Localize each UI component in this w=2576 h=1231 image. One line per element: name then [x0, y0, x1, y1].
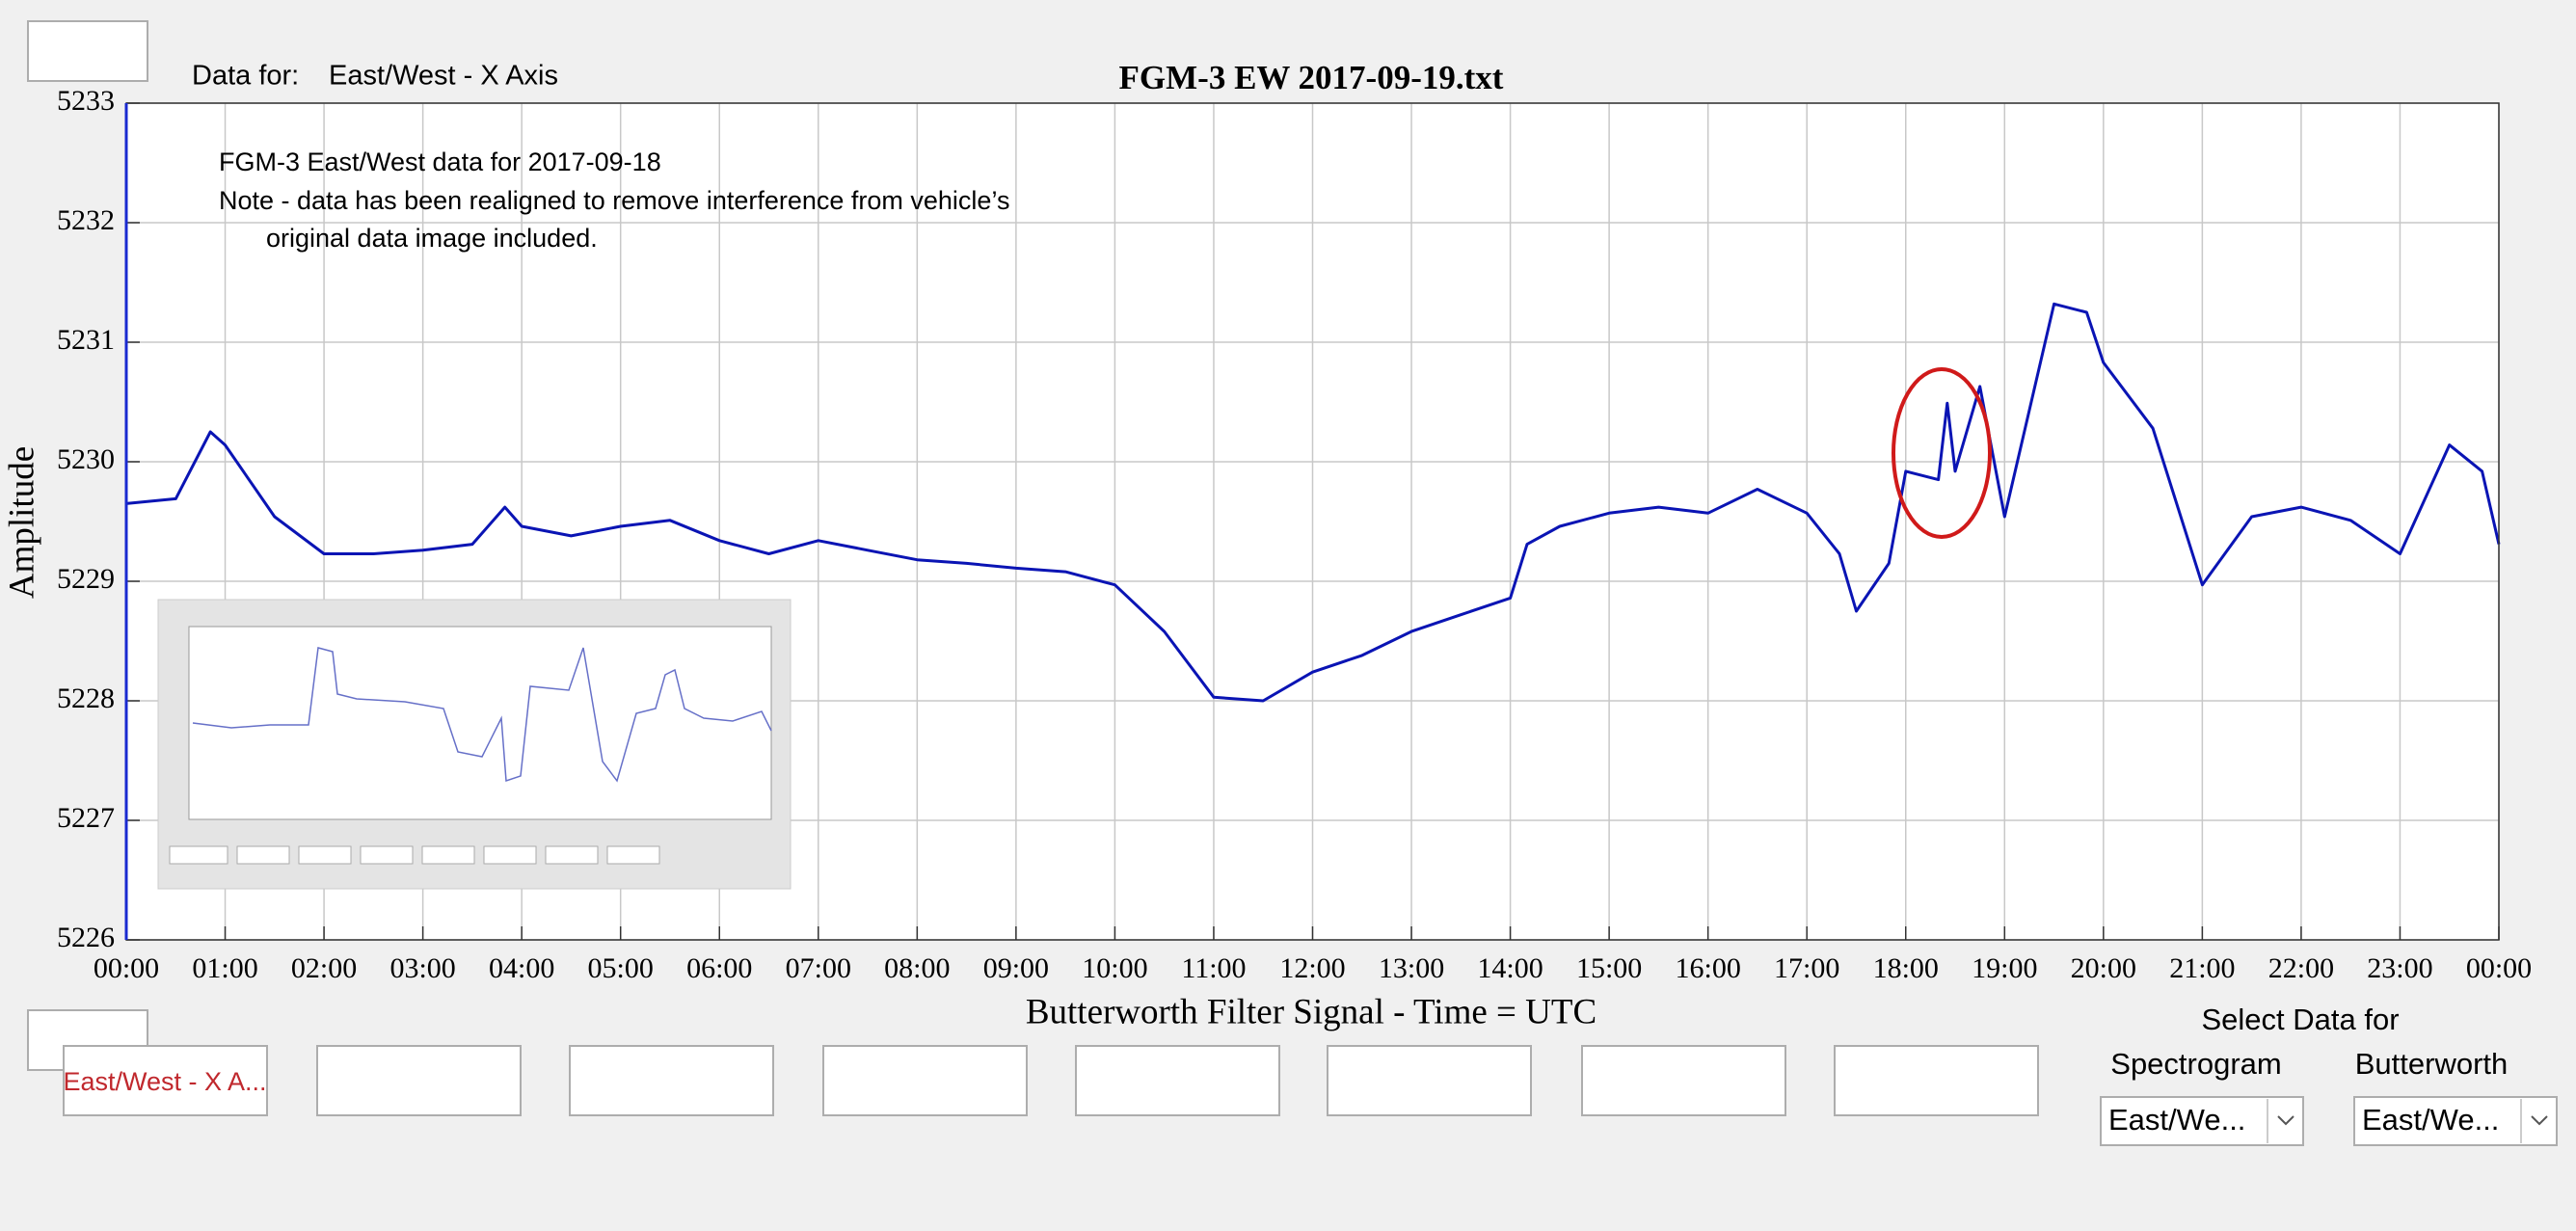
empty-button[interactable]: [316, 1045, 522, 1116]
x-tick-label: 17:00: [1774, 952, 1839, 984]
empty-button[interactable]: [569, 1045, 774, 1116]
x-tick-label: 02:00: [291, 952, 357, 984]
x-tick-label: 19:00: [1972, 952, 2037, 984]
x-tick-label: 18:00: [1873, 952, 1939, 984]
x-tick-label: 04:00: [489, 952, 554, 984]
x-tick-label: 06:00: [686, 952, 752, 984]
empty-button[interactable]: [1327, 1045, 1532, 1116]
x-tick-label: 10:00: [1082, 952, 1147, 984]
x-tick-label: 20:00: [2071, 952, 2136, 984]
empty-button[interactable]: [822, 1045, 1028, 1116]
annotation: FGM-3 East/West data for 2017-09-18: [219, 147, 661, 176]
spectrogram-label: Spectrogram: [2110, 1047, 2281, 1081]
highlight-ellipse: [1892, 367, 1992, 539]
x-tick-label: 00:00: [94, 952, 159, 984]
data-for-value: East/West - X Axis: [329, 61, 558, 92]
series-layer: [125, 302, 2501, 703]
x-tick-label: 08:00: [884, 952, 950, 984]
x-tick-label: 16:00: [1675, 952, 1740, 984]
x-tick-label: 00:00: [2466, 952, 2532, 984]
x-tick-label: 07:00: [786, 952, 851, 984]
x-axis-label: Butterworth Filter Signal - Time = UTC: [1026, 992, 1597, 1031]
dropdown-value: East/We...: [2362, 1103, 2499, 1137]
x-tick-label: 11:00: [1181, 952, 1246, 984]
channel-button-label: East/West - X A...: [63, 1067, 266, 1096]
y-axis-label: Amplitude: [2, 446, 41, 599]
x-tick-label: 22:00: [2268, 952, 2334, 984]
empty-button[interactable]: [1075, 1045, 1280, 1116]
select-title: Select Data for: [2201, 1003, 2399, 1036]
dropdown-value: East/We...: [2108, 1103, 2245, 1137]
x-tick-label: 12:00: [1279, 952, 1345, 984]
y-tick-label: 5226: [57, 922, 115, 953]
butterworth-dropdown[interactable]: East/We...: [2353, 1096, 2558, 1146]
spectrogram-dropdown[interactable]: East/We...: [2100, 1096, 2304, 1146]
x-tick-label: 01:00: [192, 952, 257, 984]
x-tick-label: 09:00: [983, 952, 1049, 984]
y-tick-label: 5231: [57, 324, 115, 356]
x-tick-label: 14:00: [1477, 952, 1543, 984]
y-tick-label: 5233: [57, 85, 115, 117]
x-tick-label: 15:00: [1576, 952, 1642, 984]
x-tick-label: 21:00: [2169, 952, 2235, 984]
y-tick-label: 5230: [57, 443, 115, 475]
butterworth-label: Butterworth: [2355, 1047, 2509, 1081]
y-tick-label: 5228: [57, 682, 115, 714]
x-tick-label: 13:00: [1379, 952, 1444, 984]
channel-button[interactable]: [63, 1045, 268, 1116]
y-tick-label: 5232: [57, 204, 115, 236]
y-tick-label: 5229: [57, 563, 115, 595]
chart-title: FGM-3 EW 2017-09-19.txt: [1119, 59, 1504, 96]
data-for-label: Data for:: [192, 61, 299, 92]
inset-image: [157, 599, 792, 890]
y-tick-label: 5227: [57, 802, 115, 834]
x-tick-label: 03:00: [389, 952, 455, 984]
x-tick-label: 23:00: [2367, 952, 2432, 984]
empty-button[interactable]: [1581, 1045, 1786, 1116]
empty-button[interactable]: [1834, 1045, 2039, 1116]
blank-field[interactable]: [27, 20, 148, 82]
annotation: original data image included.: [266, 224, 598, 253]
annotation: Note - data has been realigned to remove…: [219, 186, 1009, 215]
data-line: [125, 302, 2501, 703]
x-tick-label: 05:00: [588, 952, 654, 984]
